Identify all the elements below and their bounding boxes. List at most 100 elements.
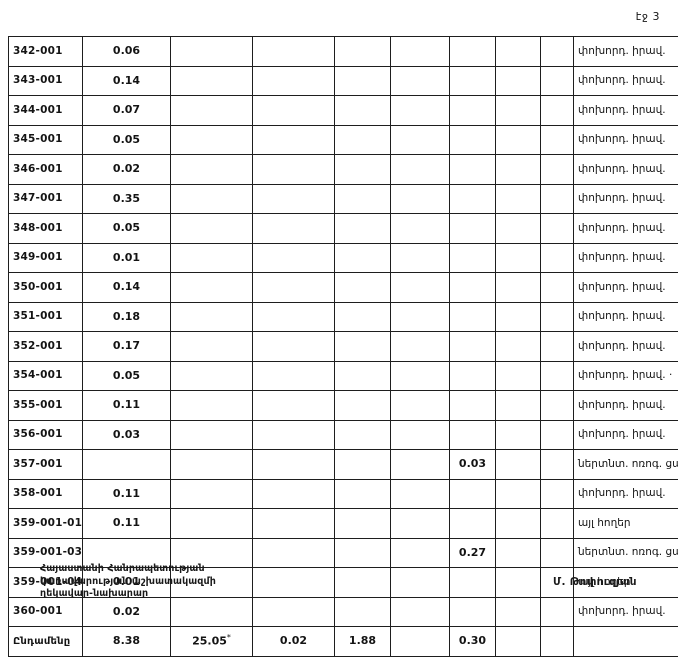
value-col-4 [335,361,391,391]
land-use-description-text: փոխորդ. իրավ. [578,340,666,352]
value-col-2 [171,66,253,96]
value-col-4 [335,450,391,480]
value-col-5 [391,125,450,155]
value-col-8 [541,332,574,362]
value-col-6 [450,273,496,303]
parcel-code-text: 349-001 [13,251,63,263]
parcel-code: 344-001 [9,96,83,126]
land-use-description: փոխորդ. իրավ. [574,391,678,421]
value-col-2 [171,37,253,67]
value-col-1-text: 0.18 [113,310,140,323]
value-col-4 [335,96,391,126]
parcel-code: 345-001 [9,125,83,155]
parcel-code-text: 346-001 [13,163,63,175]
value-col-6 [450,568,496,598]
value-col-7 [496,627,541,657]
value-col-1: 0.02 [83,597,171,627]
value-col-6 [450,479,496,509]
value-col-7 [496,37,541,67]
value-col-5 [391,243,450,273]
parcel-code-text: 359-001-01 [13,517,82,529]
value-col-8 [541,66,574,96]
value-col-3 [253,509,335,539]
land-use-description: փոխորդ. իրավ. [574,273,678,303]
land-use-description-text: փոխորդ. իրավ. [578,428,666,440]
land-use-description: փոխորդ. իրավ. [574,302,678,332]
value-col-6-text: 0.30 [459,634,486,647]
parcel-code-text: 357-001 [13,458,63,470]
value-col-3 [253,332,335,362]
value-col-1 [83,450,171,480]
value-col-2 [171,96,253,126]
land-use-description-text: փոխորդ. իրավ. [578,45,666,57]
value-col-3 [253,155,335,185]
land-use-description-text: փոխորդ. իրավ. [578,192,666,204]
land-use-description: փոխորդ. իրավ. [574,96,678,126]
value-col-8 [541,538,574,568]
land-use-description: փոխորդ. իրավ. [574,37,678,67]
parcel-code: 346-001 [9,155,83,185]
value-col-1-text: 0.07 [113,103,140,116]
parcel-code: 342-001 [9,37,83,67]
value-col-7 [496,509,541,539]
value-col-2 [171,479,253,509]
value-col-8 [541,155,574,185]
value-col-8 [541,509,574,539]
value-col-7 [496,273,541,303]
parcel-code-text: 347-001 [13,192,63,204]
value-col-5 [391,391,450,421]
value-col-4 [335,37,391,67]
value-col-2 [171,597,253,627]
parcel-code: 351-001 [9,302,83,332]
value-col-8 [541,361,574,391]
value-col-8 [541,479,574,509]
value-col-8 [541,214,574,244]
value-col-8 [541,273,574,303]
value-col-1: 0.02 [83,155,171,185]
value-col-7 [496,568,541,598]
value-col-2 [171,155,253,185]
value-col-7 [496,361,541,391]
value-col-3 [253,37,335,67]
value-col-7 [496,597,541,627]
value-col-1: 0.17 [83,332,171,362]
total-footnote-marker: * [227,633,231,642]
value-col-6 [450,66,496,96]
value-col-4 [335,214,391,244]
value-col-5 [391,96,450,126]
value-col-7 [496,125,541,155]
value-col-3-text: 0.02 [280,634,307,647]
value-col-1-text: 0.02 [113,162,140,175]
land-use-description-text: փոխորդ. իրավ. [578,487,666,499]
value-col-2 [171,361,253,391]
value-col-2 [171,125,253,155]
land-use-description: փոխորդ. իրավ. [574,184,678,214]
signatory-title-block: Հայաստանի Հանրապետության կառավարության ա… [40,563,216,601]
value-col-8 [541,420,574,450]
value-col-6 [450,125,496,155]
parcel-code-text: 352-001 [13,340,63,352]
value-col-8 [541,391,574,421]
value-col-5 [391,184,450,214]
value-col-2 [171,391,253,421]
value-col-1-text: 0.03 [113,428,140,441]
value-col-5 [391,420,450,450]
value-col-5 [391,332,450,362]
land-use-description-text: փոխորդ. իրավ. [578,310,666,322]
value-col-6-text: 0.03 [459,457,486,470]
parcel-code-text: 351-001 [13,310,63,322]
value-col-5 [391,361,450,391]
page-number-label: էջ 3 [636,10,660,23]
signatory-title-line-3: ղեկավար-նախարար [40,588,216,601]
parcel-code-text: 354-001 [13,369,63,381]
value-col-3 [253,568,335,598]
value-col-4 [335,420,391,450]
value-col-6 [450,155,496,185]
value-col-1: 0.18 [83,302,171,332]
value-col-6 [450,597,496,627]
